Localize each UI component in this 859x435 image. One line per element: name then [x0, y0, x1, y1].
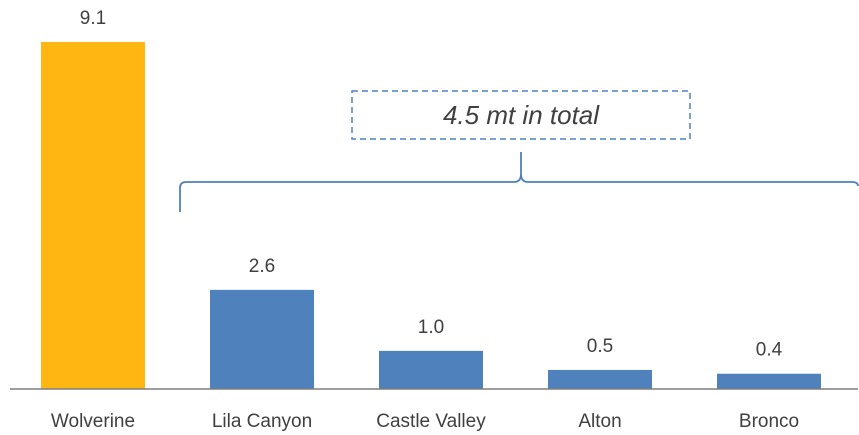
value-label-wolverine: 9.1: [80, 8, 106, 29]
category-label-alton: Alton: [578, 411, 621, 432]
value-label-bronco: 0.4: [756, 340, 783, 361]
bar-lila-canyon: [210, 289, 314, 389]
bars-layer: [41, 42, 821, 389]
category-label-castle-valley: Castle Valley: [376, 411, 486, 432]
total-annotation: 4.5 mt in total: [179, 90, 859, 212]
value-labels-layer: 9.1 2.6 1.0 0.5 0.4: [80, 8, 783, 361]
bar-bronco: [717, 373, 821, 389]
annotation-brace: [179, 152, 859, 212]
bar-wolverine: [41, 42, 145, 389]
value-label-alton: 0.5: [587, 336, 613, 357]
category-label-wolverine: Wolverine: [51, 411, 135, 432]
annotation-text: 4.5 mt in total: [443, 100, 600, 130]
category-label-lila-canyon: Lila Canyon: [212, 411, 312, 432]
value-label-castle-valley: 1.0: [418, 317, 444, 338]
annotation-box: [351, 90, 691, 140]
value-label-lila-canyon: 2.6: [249, 256, 275, 277]
bar-alton: [548, 369, 652, 389]
category-labels-layer: Wolverine Lila Canyon Castle Valley Alton Br…: [51, 411, 799, 432]
category-label-bronco: Bronco: [739, 411, 799, 432]
bar-castle-valley: [379, 350, 483, 389]
